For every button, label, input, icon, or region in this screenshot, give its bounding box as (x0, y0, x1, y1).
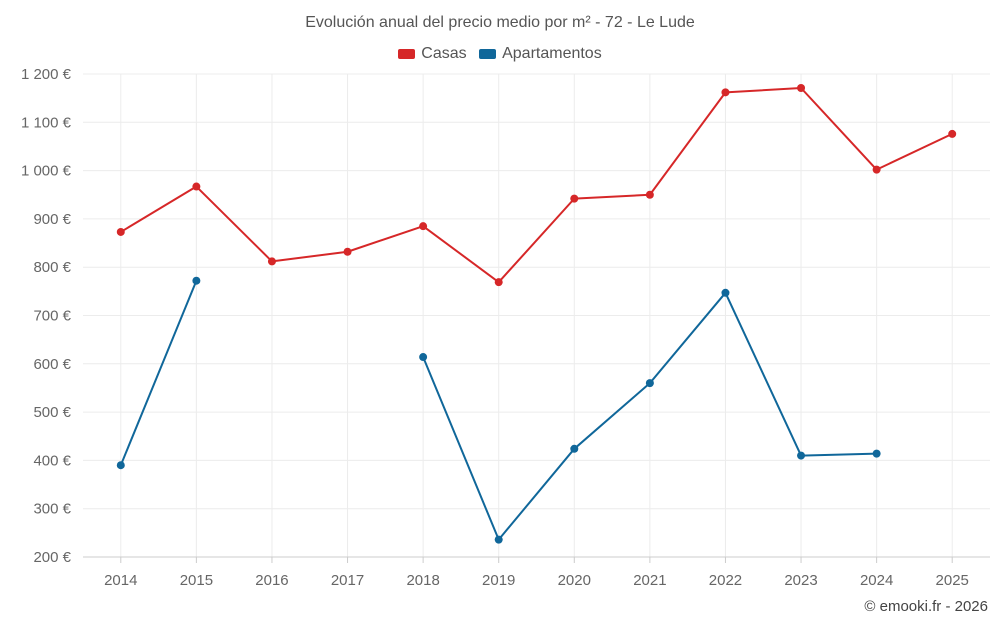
legend-swatch-apartamentos (479, 49, 497, 59)
y-tick-label: 800 € (33, 259, 71, 276)
series-line-apartamentos (119, 280, 198, 466)
x-tick-label: 2023 (784, 572, 817, 589)
x-tick-label: 2017 (331, 572, 364, 589)
data-point-casas (948, 129, 957, 138)
data-point-apartamentos (721, 288, 730, 297)
legend-swatch-casas (398, 49, 416, 59)
y-tick-label: 400 € (33, 452, 71, 469)
x-tick-label: 2018 (406, 572, 439, 589)
y-tick-label: 1 000 € (21, 163, 72, 180)
x-tick-label: 2024 (860, 572, 893, 589)
legend-label-casas: Casas (421, 45, 467, 62)
data-point-casas (872, 165, 881, 174)
y-tick-label: 900 € (33, 211, 71, 228)
legend: Casas Apartamentos (0, 45, 1000, 64)
y-tick-label: 300 € (33, 501, 71, 518)
x-tick-label: 2015 (180, 572, 213, 589)
data-point-casas (721, 88, 730, 97)
data-point-apartamentos (645, 379, 654, 388)
x-tick-label: 2020 (558, 572, 591, 589)
data-point-casas (494, 278, 503, 287)
data-point-apartamentos (419, 353, 428, 362)
x-tick-label: 2019 (482, 572, 515, 589)
legend-item-casas[interactable]: Casas (398, 45, 467, 63)
data-point-apartamentos (494, 535, 503, 544)
y-tick-label: 500 € (33, 404, 71, 421)
y-tick-label: 1 100 € (21, 114, 72, 131)
y-tick-label: 1 200 € (21, 66, 72, 83)
data-point-apartamentos (192, 276, 201, 285)
data-point-casas (797, 84, 806, 93)
y-tick-label: 200 € (33, 549, 71, 566)
legend-item-apartamentos[interactable]: Apartamentos (479, 45, 602, 63)
data-point-apartamentos (872, 449, 881, 458)
data-point-apartamentos (797, 451, 806, 460)
y-tick-label: 700 € (33, 308, 71, 325)
chart-title: Evolución anual del precio medio por m² … (305, 14, 695, 31)
data-point-apartamentos (116, 461, 125, 470)
data-point-casas (645, 190, 654, 199)
x-tick-label: 2025 (936, 572, 969, 589)
y-tick-label: 600 € (33, 356, 71, 373)
data-point-casas (343, 247, 352, 256)
data-point-apartamentos (570, 444, 579, 453)
legend-label-apartamentos: Apartamentos (502, 45, 602, 62)
data-point-casas (192, 182, 201, 191)
data-point-casas (116, 227, 125, 236)
x-tick-label: 2021 (633, 572, 666, 589)
data-point-casas (419, 222, 428, 231)
x-tick-label: 2022 (709, 572, 742, 589)
series-line-casas (120, 87, 953, 284)
copyright-credit: © emooki.fr - 2026 (864, 598, 988, 615)
data-point-casas (570, 194, 579, 203)
x-tick-label: 2014 (104, 572, 137, 589)
data-point-casas (267, 257, 276, 266)
x-tick-label: 2016 (255, 572, 288, 589)
